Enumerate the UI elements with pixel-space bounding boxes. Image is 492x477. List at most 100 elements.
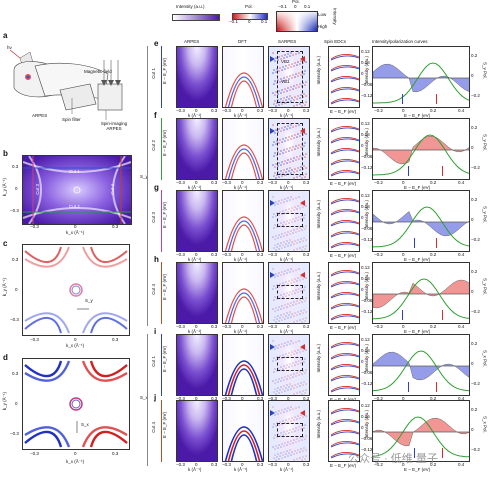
sarpes-pixel: [294, 168, 296, 170]
sarpes-arrow-red-g: [300, 200, 305, 206]
sarpes-pixel: [301, 177, 303, 179]
sarpes-pixel: [300, 382, 302, 384]
row-cut-bar-g: [161, 190, 162, 252]
k-tick-right-h-0: 0.3: [211, 324, 218, 329]
k-tick-mid-f-1: 0: [241, 180, 244, 185]
sarpes-pixel: [284, 442, 286, 444]
edc-red-f-2: [330, 148, 359, 154]
dft-band-j-0: [224, 426, 263, 461]
edc-red-g-0: [330, 198, 359, 204]
sarpes-pixel: [284, 318, 286, 320]
sarpes-pixel: [298, 144, 300, 146]
dft-band-e-1: [227, 76, 261, 107]
sarpes-pixel: [286, 364, 288, 366]
edc-red-f-4: [330, 170, 359, 176]
curve-x-tick-i-0: −0.2: [374, 396, 383, 401]
sarpes-pixel: [272, 380, 274, 382]
edc-blue-i-1: [330, 354, 359, 360]
k-tick-mid-j-0: 0: [195, 462, 198, 467]
sarpes-pixel: [304, 104, 306, 106]
sarpes-pixel: [283, 365, 285, 367]
k-tick-left-i-1: −0.3: [222, 396, 231, 401]
sarpes-pixel: [291, 417, 293, 419]
edc-red-i-0: [330, 342, 359, 348]
edc-tick-j-3: −0.06: [361, 436, 373, 441]
2d-colorbar-square: [276, 11, 318, 32]
curve-ylabel-g: Intensity (a.u.): [364, 200, 369, 229]
dft-band-f-1: [227, 148, 261, 179]
sarpes-pixel: [277, 453, 279, 455]
sarpes-pixel: [304, 142, 306, 144]
sarpes-pixel: [281, 319, 283, 321]
sarpes-pixel: [278, 410, 280, 412]
k-tick-mid-g-2: 0: [287, 252, 290, 257]
sarpes-pixel: [296, 104, 298, 106]
sarpes-pixel: [299, 451, 301, 453]
sarpes-pixel: [289, 55, 291, 57]
sarpes-pixel: [297, 363, 299, 365]
sarpes-pixel: [276, 318, 278, 320]
sarpes-pixel: [296, 208, 298, 210]
sarpes-pixel: [284, 198, 286, 200]
sarpes-pixel: [294, 312, 296, 314]
edc-red-e-0: [330, 54, 359, 60]
edc-tick-f-3: −0.06: [361, 154, 373, 159]
sarpes-pixel: [283, 241, 285, 243]
sarpes-pixel: [284, 246, 286, 248]
sarpes-pixel: [290, 100, 292, 102]
k-tick-left-e-2: −0.3: [268, 108, 277, 113]
sarpes-pixel: [289, 271, 291, 273]
sarpes-pixel: [303, 165, 305, 167]
sarpes-pixel: [273, 391, 275, 393]
sarpes-pixel: [293, 373, 295, 375]
sarpes-pixel: [304, 248, 306, 250]
sarpes-pixel: [295, 427, 297, 429]
sarpes-pixel: [302, 312, 304, 314]
sarpes-pixel: [275, 143, 277, 145]
sarpes-pixel: [277, 203, 279, 205]
sarpes-pixel: [278, 248, 280, 250]
sarpes-pixel: [285, 367, 287, 369]
sarpes-pixel: [283, 91, 285, 93]
sarpes-pixel: [283, 129, 285, 131]
sarpes-pixel: [279, 67, 281, 69]
edc-blue-j-0: [330, 409, 359, 415]
sarpes-pixel: [293, 453, 295, 455]
sarpes-pixel: [273, 357, 275, 359]
sarpes-pixel: [275, 129, 277, 131]
edc-tick-h-0: 0.12: [361, 265, 370, 270]
sarpes-pixel: [272, 308, 274, 310]
sarpes-pixel: [287, 317, 289, 319]
sarpes-pixel: [280, 346, 282, 348]
sarpes-pixel: [304, 84, 306, 86]
panel-a-letter: a: [3, 31, 8, 40]
curve-xlabel-g: E − E_F (eV): [404, 257, 431, 262]
sarpes-pixel: [302, 416, 304, 418]
sarpes-pixel: [305, 205, 307, 207]
panel-d-plot: S_x: [22, 358, 130, 450]
sarpes-pixel: [294, 220, 296, 222]
edc-blue-e-0: [330, 55, 359, 61]
sarpes-pixel: [286, 56, 288, 58]
panel-b-xlabel: k_x (Å⁻¹): [66, 230, 85, 235]
row-letter-e: e: [154, 39, 159, 48]
sarpes-pixel: [292, 198, 294, 200]
sarpes-pixel: [289, 127, 291, 129]
sarpes-pixel: [278, 424, 280, 426]
sarpes-pixel: [285, 419, 287, 421]
dft-band-j-2: [230, 434, 258, 461]
sarpes-pixel: [301, 229, 303, 231]
sarpes-pixel: [295, 53, 297, 55]
sarpes-pixel: [302, 350, 304, 352]
sarpes-window-f: [277, 123, 303, 175]
sarpes-pixel: [291, 431, 293, 433]
k-label-e-0: k (Å⁻¹): [188, 113, 202, 118]
sarpes-pixel: [298, 124, 300, 126]
sarpes-pixel: [275, 445, 277, 447]
sarpes-pixel: [295, 87, 297, 89]
sarpes-pixel: [277, 237, 279, 239]
sarpes-pixel: [273, 319, 275, 321]
col-header-arpes: ARPES: [184, 39, 200, 44]
sarpes-pixel: [282, 354, 284, 356]
row-ylabel-h: E − E_F (eV): [162, 274, 167, 301]
